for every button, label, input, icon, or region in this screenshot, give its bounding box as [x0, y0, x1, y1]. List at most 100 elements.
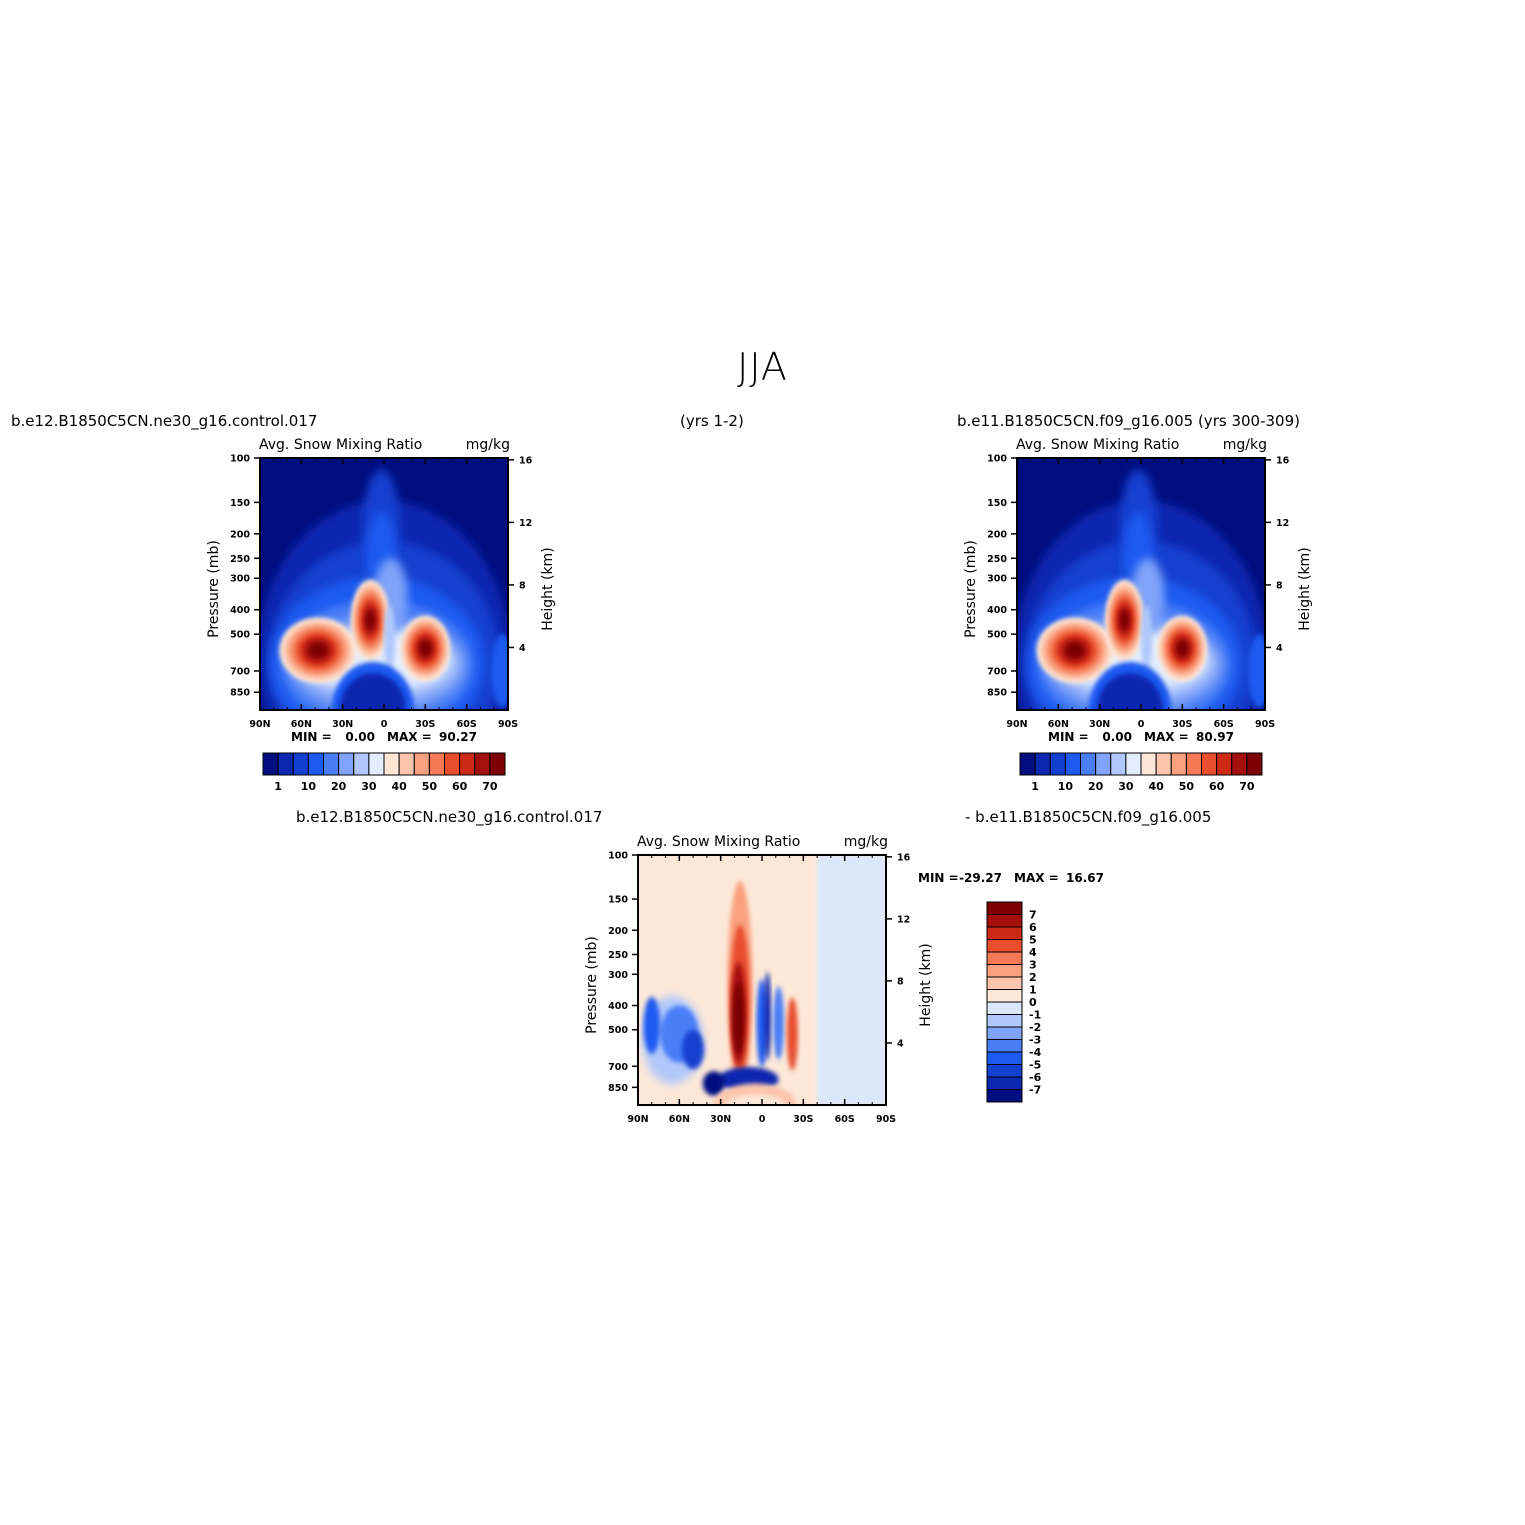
diff-rtick-label: 16	[897, 852, 911, 863]
diff-colorbar-box	[986, 1039, 1023, 1053]
diff-colorbar-label: 5	[1029, 934, 1037, 947]
case1-ytick-label: 150	[230, 498, 250, 509]
case2-max-value: 80.97	[1196, 730, 1234, 744]
case2-colorbar-label: 10	[1058, 780, 1074, 793]
diff-colorbar-label: 6	[1029, 921, 1037, 934]
diff-colorbar-box	[986, 1014, 1023, 1028]
diff-colorbar-box	[986, 976, 1023, 990]
diff-ytick-label: 100	[608, 851, 628, 862]
case1-ytick-label: 700	[230, 666, 250, 677]
case2-colorbar-box	[1246, 752, 1263, 776]
diff-colorbar-box	[986, 964, 1023, 978]
diff-ytick-label: 400	[608, 1001, 628, 1012]
case2-colorbar-box	[1185, 752, 1202, 776]
diff-case2-name: - b.e11.B1850C5CN.f09_g16.005	[965, 808, 1212, 826]
case2-axes: Avg. Snow Mixing Ratio mg/kg 90N 60N 30N 0 30S…	[963, 437, 1313, 730]
diff-ytick-label: 200	[608, 926, 628, 937]
diff-title: Avg. Snow Mixing Ratio	[637, 834, 800, 850]
case1-colorbar-box	[459, 752, 476, 776]
case2-ytick-label: 150	[987, 498, 1007, 509]
case2-field	[1017, 458, 1265, 710]
case1-colorbar-box	[398, 752, 415, 776]
diff-max-value: 16.67	[1066, 871, 1104, 885]
case1-units: mg/kg	[466, 437, 510, 453]
case2-minmax: MIN = 0.00 MAX = 80.97	[1048, 730, 1234, 744]
diff-min-label: MIN =	[918, 871, 959, 885]
case1-axes: Avg. Snow Mixing Ratio mg/kg 90N 60N 30N 0 30S…	[206, 437, 556, 730]
case1-ytick-label: 250	[230, 554, 250, 565]
case1-xtick-label: 0	[381, 719, 388, 730]
case2-name: b.e11.B1850C5CN.f09_g16.005 (yrs 300-309…	[957, 412, 1300, 430]
case2-min-label: MIN =	[1048, 730, 1089, 744]
case2-colorbar-box	[1110, 752, 1127, 776]
contour-band	[384, 605, 396, 672]
case2-colorbar-label: 60	[1209, 780, 1225, 793]
diff-colorbar-box	[986, 926, 1023, 940]
case2-rtick-label: 16	[1276, 455, 1290, 466]
diff-minmax: MIN = -29.27 MAX = 16.67	[918, 871, 1104, 885]
diff-xtick-label: 30N	[710, 1114, 731, 1125]
case1-colorbar-box	[474, 752, 491, 776]
contour-band	[1176, 641, 1188, 656]
case2-rtick-label: 8	[1276, 580, 1283, 591]
case2-colorbar-box	[1080, 752, 1097, 776]
diff-ylabel-right: Height (km)	[918, 943, 934, 1026]
diff-ytick-label: 700	[608, 1062, 628, 1073]
case2-ytick-label: 500	[987, 630, 1007, 641]
diff-colorbar-label: -3	[1029, 1034, 1041, 1047]
contour-band	[773, 986, 785, 1060]
contour-band	[309, 643, 327, 658]
case1-xtick-label: 60N	[291, 719, 312, 730]
diff-xtick-label: 0	[759, 1114, 766, 1125]
case1-minmax: MIN = 0.00 MAX = 90.27	[291, 730, 477, 744]
case2-ytick-label: 850	[987, 688, 1007, 699]
case1-colorbar-label: 30	[361, 780, 377, 793]
figure-title: JJA	[737, 345, 788, 389]
case1-colorbar-label: 1	[274, 780, 282, 793]
case1-ytick-label: 500	[230, 630, 250, 641]
diff-rtick-label: 8	[897, 976, 904, 987]
case2-colorbar-label: 30	[1118, 780, 1134, 793]
case2-colorbar-box	[1125, 752, 1142, 776]
case2-colorbar-box	[1201, 752, 1218, 776]
case1-xtick-label: 60S	[457, 719, 477, 730]
diff-ylabel: Pressure (mb)	[584, 936, 600, 1034]
contour-band	[1066, 643, 1084, 658]
diff-colorbar-box	[986, 901, 1023, 915]
case2-xtick-label: 60N	[1048, 719, 1069, 730]
case2-colorbar-box	[1140, 752, 1157, 776]
case2-units: mg/kg	[1223, 437, 1267, 453]
case2-ytick-label: 100	[987, 454, 1007, 465]
diff-colorbar-box	[986, 1076, 1023, 1090]
contour-band	[786, 997, 798, 1071]
case2-rtick-label: 4	[1276, 643, 1283, 654]
contour-band	[817, 855, 886, 1105]
case1-colorbar-box	[383, 752, 400, 776]
diff-colorbar-box	[986, 1064, 1023, 1078]
case1-colorbar-box	[413, 752, 430, 776]
diff-xtick-label: 60S	[835, 1114, 855, 1125]
diff-colorbar-box	[986, 951, 1023, 965]
case2-xtick-label: 30N	[1089, 719, 1110, 730]
case1-colorbar-label: 70	[482, 780, 498, 793]
case1-colorbar-box	[353, 752, 370, 776]
case1-colorbar-box	[444, 752, 461, 776]
case1-field	[260, 458, 508, 710]
diff-colorbar-box	[986, 1001, 1023, 1015]
diff-ytick-label: 850	[608, 1083, 628, 1094]
case2-ylabel-right: Height (km)	[1297, 547, 1313, 630]
case1-colorbar-label: 60	[452, 780, 468, 793]
diff-colorbar-box	[986, 1051, 1023, 1065]
case1-ytick-label: 100	[230, 454, 250, 465]
case1-min-label: MIN =	[291, 730, 332, 744]
case2-max-label: MAX =	[1144, 730, 1189, 744]
diff-colorbar-label: 0	[1029, 996, 1037, 1009]
contour-band	[724, 1094, 786, 1105]
case1-min-value: 0.00	[345, 730, 375, 744]
case1-rtick-label: 4	[519, 643, 526, 654]
case1-rtick-label: 8	[519, 580, 526, 591]
diff-colorbar-label: -2	[1029, 1021, 1041, 1034]
case2-ytick-label: 250	[987, 554, 1007, 565]
